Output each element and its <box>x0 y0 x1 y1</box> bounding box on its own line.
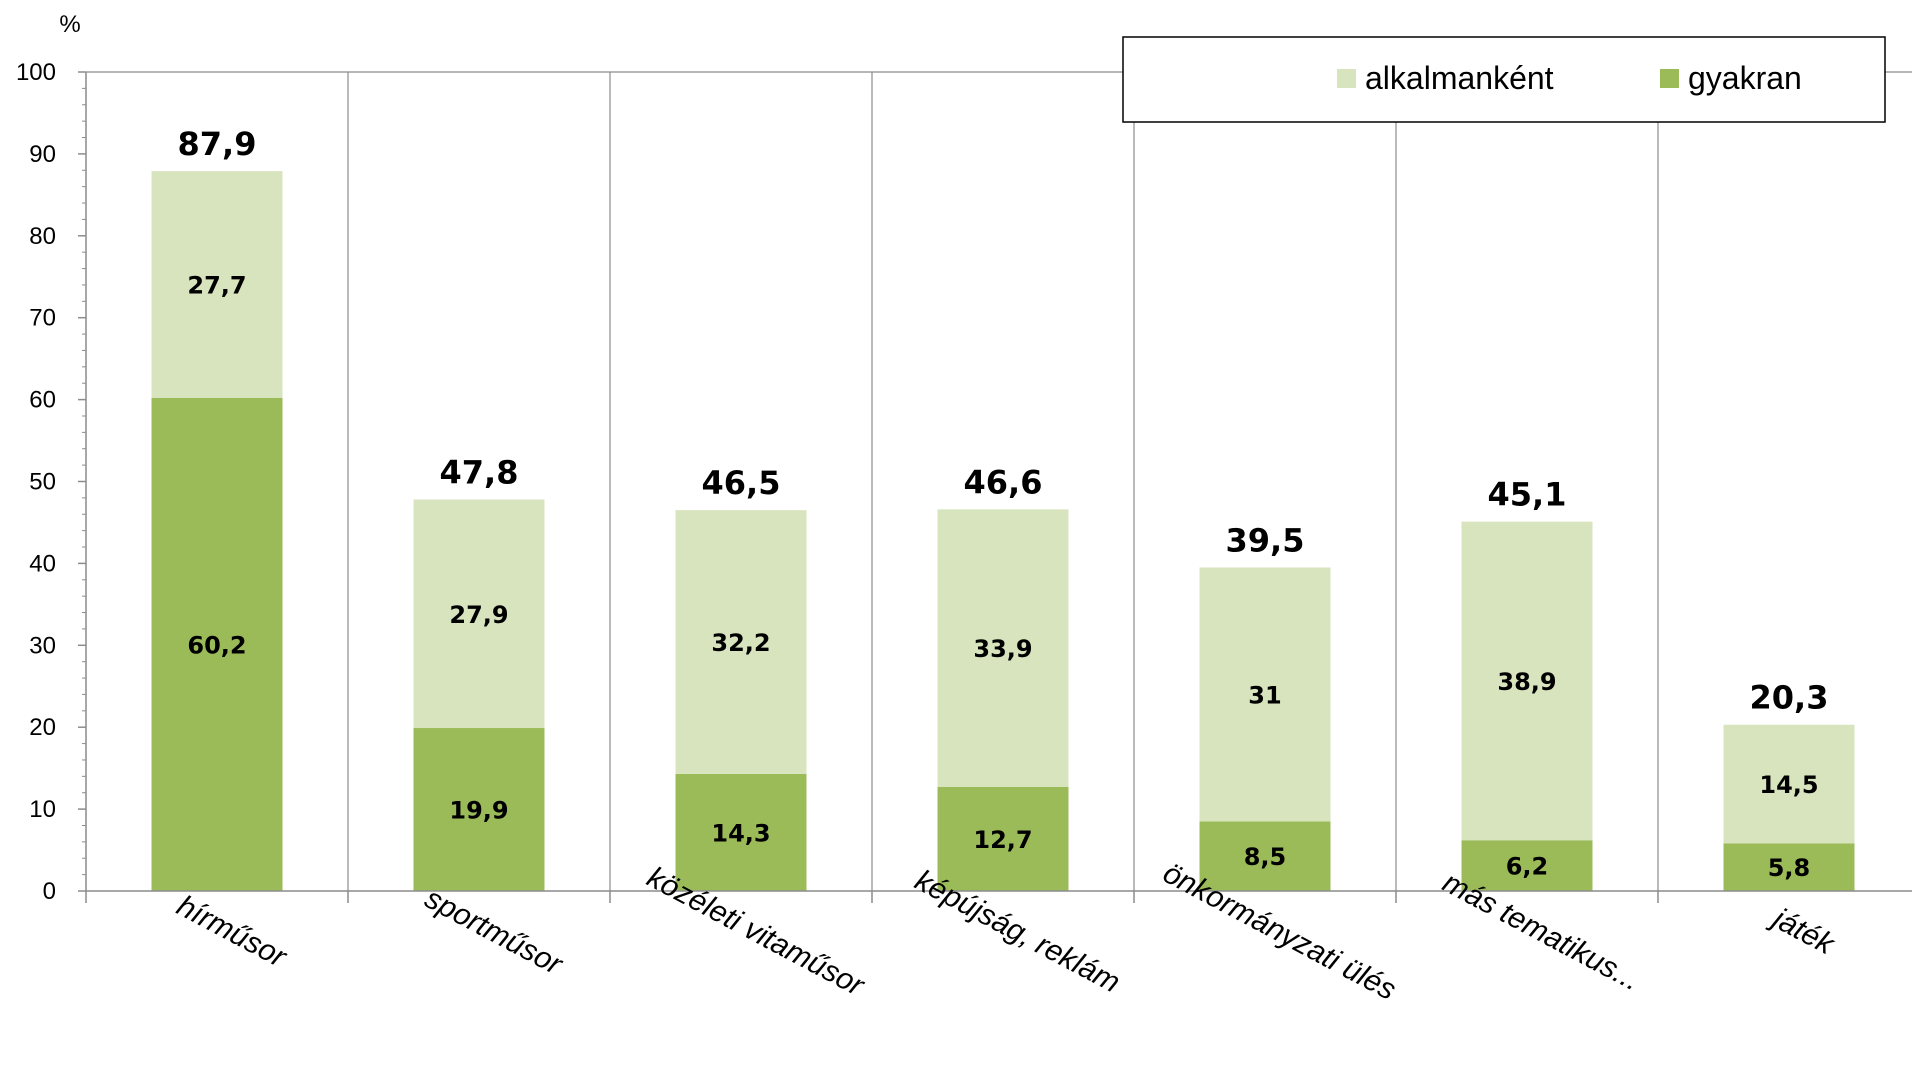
total-value-label: 20,3 <box>1750 679 1829 717</box>
segment-value-label: 38,9 <box>1497 668 1556 696</box>
total-value-label: 45,1 <box>1488 476 1567 514</box>
y-tick-label: 90 <box>29 141 56 168</box>
segment-value-label: 19,9 <box>449 797 508 825</box>
legend-swatch-alkalmankent <box>1337 69 1356 88</box>
bar-segment-gyakran <box>937 786 1069 891</box>
bar-segment-gyakran <box>675 773 807 891</box>
y-tick-label: 60 <box>29 387 56 414</box>
segment-value-label: 33,9 <box>973 635 1032 663</box>
legend-box <box>1122 36 1886 123</box>
y-tick-label: 80 <box>29 223 56 250</box>
category-label: játék <box>1764 900 1841 962</box>
segment-value-label: 60,2 <box>187 631 246 659</box>
axes: 0 10 20 30 40 50 60 70 80 90 100 <box>16 59 1912 905</box>
legend: alkalmanként gyakran <box>1122 36 1886 123</box>
y-tick-label: 0 <box>43 878 56 905</box>
segment-value-label: 32,2 <box>711 629 770 657</box>
bar-segment-alkalmankent <box>675 510 807 774</box>
segment-value-label: 5,8 <box>1768 854 1811 882</box>
y-tick-label: 100 <box>16 59 56 86</box>
segment-value-label: 27,7 <box>187 272 246 300</box>
bar-segment-gyakran <box>1461 840 1593 891</box>
bar-segment-gyakran <box>1199 821 1331 891</box>
bars <box>151 171 1855 891</box>
total-value-label: 46,5 <box>702 464 781 502</box>
legend-label-alkalmankent: alkalmanként <box>1365 60 1554 96</box>
bar-segment-alkalmankent <box>1461 521 1593 841</box>
segment-value-label: 14,3 <box>711 819 770 847</box>
segment-value-label: 27,9 <box>449 601 508 629</box>
bar-segment-gyakran <box>1723 843 1855 891</box>
y-axis-unit-label: % <box>59 11 80 38</box>
bar-segment-gyakran <box>413 728 545 891</box>
y-tick-label: 70 <box>29 305 56 332</box>
total-value-label: 46,6 <box>964 463 1043 501</box>
bar-segment-alkalmankent <box>1723 724 1855 844</box>
category-label: sportműsor <box>419 882 568 982</box>
gridlines <box>86 71 1912 891</box>
total-value-label: 39,5 <box>1226 521 1305 559</box>
y-tick-label: 20 <box>29 714 56 741</box>
segment-value-label: 14,5 <box>1759 771 1818 799</box>
y-tick-label: 50 <box>29 469 56 496</box>
y-tick-label: 30 <box>29 632 56 659</box>
bar-segment-alkalmankent <box>413 499 545 729</box>
total-value-label: 47,8 <box>440 454 519 492</box>
legend-swatch-gyakran <box>1660 69 1679 88</box>
legend-label-gyakran: gyakran <box>1688 60 1802 96</box>
segment-value-label: 31 <box>1248 681 1281 709</box>
bar-segment-alkalmankent <box>151 171 283 398</box>
y-tick-label: 10 <box>29 796 56 823</box>
category-label: hírműsor <box>171 889 292 974</box>
bar-segment-alkalmankent <box>1199 567 1331 822</box>
y-tick-label: 40 <box>29 550 56 577</box>
segment-value-label: 12,7 <box>973 826 1032 854</box>
segment-value-label: 8,5 <box>1244 843 1287 871</box>
total-value-label: 87,9 <box>178 125 257 163</box>
segment-value-label: 6,2 <box>1506 853 1549 881</box>
bar-segment-gyakran <box>151 397 283 891</box>
bar-segment-alkalmankent <box>937 509 1069 787</box>
